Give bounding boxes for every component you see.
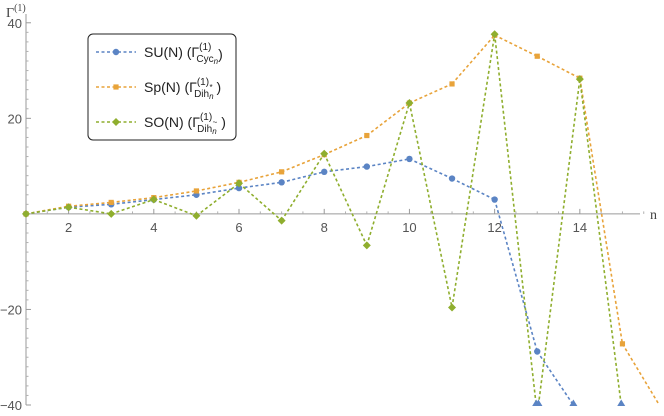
data-point [277,216,286,225]
offscale-marker [569,399,578,406]
series-line-segment [195,182,240,217]
data-point [278,179,285,186]
series-line-segment [579,79,623,406]
series-line-segment [68,201,112,208]
series-line-segment [451,177,495,201]
series-line-segment [280,153,325,222]
series-line-segment [196,181,240,192]
legend-label: SU(N) (Γ(1) Cycn) [144,42,223,66]
x-tick-label: 2 [65,220,72,235]
series-0 [22,155,578,406]
series-line-segment [408,102,453,308]
series-line-segment [366,102,411,246]
data-point [107,209,116,218]
data-point [364,132,370,139]
series-line-segment [366,102,410,137]
y-axis-label: Γ(1) [6,3,26,21]
x-tick-label: 4 [150,220,157,235]
data-point [22,209,30,218]
data-point [534,53,540,59]
y-tick-label: 20 [8,111,22,126]
data-point [235,184,243,192]
data-point [534,348,541,355]
legend-label: SO(N) (Γ(1) Dihn~ ) [144,112,226,136]
series-line-segment [153,198,197,217]
data-point [235,179,244,188]
data-point [406,155,413,163]
legend-box [87,33,237,141]
data-point [149,195,158,204]
series-line-segment [493,34,537,406]
series-line-segment [110,198,155,215]
legend-label: Sp(N) (Γ(1) Dihn* ) [144,77,221,101]
series-line-segment [25,206,69,215]
series-line-segment [68,206,112,215]
series-line-segment [153,190,197,199]
series-line-segment [238,171,282,184]
series-line-segment [621,343,660,406]
series-line-segment [536,55,581,79]
y-tick-label: −40 [0,398,22,413]
legend-swatch-marker [112,118,120,126]
series-line-segment [238,182,283,222]
data-point [490,30,499,39]
data-point [491,196,498,203]
series-line-segment [281,171,325,184]
series-line-segment [323,134,368,156]
x-tick-label: 12 [487,220,501,235]
data-point [619,341,626,347]
series-line-segment [111,198,154,206]
legend-swatch-marker [113,84,119,90]
y-tick-label: 40 [8,16,22,31]
data-point [64,203,73,212]
legend-swatch-marker [112,48,120,56]
series-2 [22,30,626,406]
series-line-segment [537,79,581,406]
axes: 2 4 6 8 10 12 14 −40 −20 20 40 n Γ(1) [0,3,657,413]
legend: SU(N) (Γ(1) Cycn) Sp(N) (Γ(1) Dihn* ) SO(N) … [87,33,237,141]
data-point [448,175,456,182]
series-line-segment [493,199,539,352]
y-tick-label: −20 [0,302,22,317]
series-line-segment [323,153,368,246]
series-line-segment [281,153,325,173]
series-line-segment [536,351,575,406]
data-point [362,241,371,250]
x-tick-label: 10 [402,220,416,235]
data-point [448,303,457,312]
x-axis-label: n [650,208,657,223]
data-point [193,188,200,194]
data-point [108,199,114,206]
x-tick-label: 6 [235,220,242,235]
series-line-segment [494,34,538,57]
series-line-segment [238,181,282,189]
series-line-segment [111,196,154,204]
data-point [279,169,285,175]
series-line-segment [579,78,624,344]
series-line-segment [409,83,453,104]
series-line-segment [451,34,496,308]
x-tick-label: 14 [573,220,587,235]
data-point [405,99,414,108]
data-point [575,75,584,84]
series-line-segment [366,158,410,168]
data-point [449,81,455,87]
x-tick-label: 8 [321,220,328,235]
series-line-segment [409,158,453,180]
series-line-segment [153,193,197,201]
series-line-segment [68,203,112,208]
series-layer [22,30,660,406]
data-point [320,149,329,158]
data-point [192,211,201,220]
offscale-marker [534,399,543,406]
series-line-segment [324,165,367,173]
data-point [321,168,328,176]
offscale-marker [617,399,626,406]
data-point [363,163,371,170]
